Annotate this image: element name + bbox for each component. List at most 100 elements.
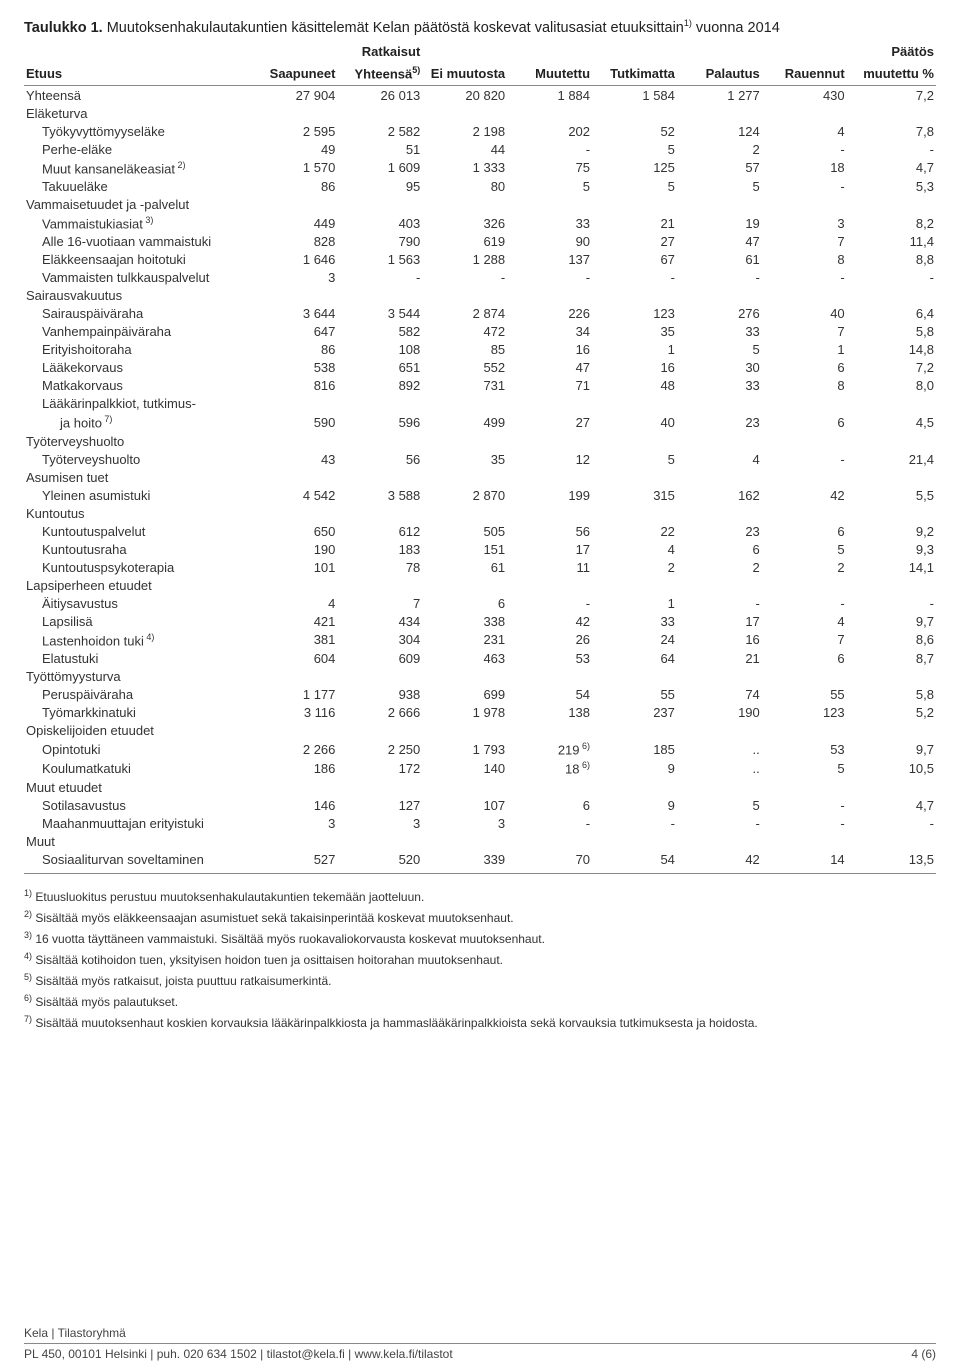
cell: 4 xyxy=(253,594,338,612)
cell: 42 xyxy=(677,850,762,873)
cell: 55 xyxy=(762,685,847,703)
cell: 21 xyxy=(592,213,677,232)
footnote: 3) 16 vuotta täyttäneen vammaistuki. Sis… xyxy=(24,930,936,947)
cell: 2 198 xyxy=(422,122,507,140)
row-label: Muut kansaneläkeasiat 2) xyxy=(24,158,253,177)
table-row: Opintotuki2 2662 2501 793219 6)185..539,… xyxy=(24,739,936,758)
cell: 6 xyxy=(762,359,847,377)
table-row: Työterveyshuolto xyxy=(24,432,936,450)
cell: 47 xyxy=(677,233,762,251)
footnote: 2) Sisältää myös eläkkeensaajan asumistu… xyxy=(24,909,936,926)
footer-org: Kela | Tilastoryhmä xyxy=(24,1326,936,1340)
cell: 699 xyxy=(422,685,507,703)
cell: 582 xyxy=(337,323,422,341)
cell: 647 xyxy=(253,323,338,341)
cell: 33 xyxy=(677,323,762,341)
table-row: Muut kansaneläkeasiat 2)1 5701 6091 3337… xyxy=(24,158,936,177)
table-row: Lastenhoidon tuki 4)38130423126241678,6 xyxy=(24,630,936,649)
cell: 938 xyxy=(337,685,422,703)
cell: 6 xyxy=(762,522,847,540)
cell: 13,5 xyxy=(847,850,936,873)
cell: 421 xyxy=(253,612,338,630)
table-wrapper: EtuusSaapuneetRatkaisutEi muutostaMuutet… xyxy=(24,42,936,874)
row-label: Lapsiperheen etuudet xyxy=(24,576,253,594)
row-label: Peruspäiväraha xyxy=(24,685,253,703)
cell: 44 xyxy=(422,140,507,158)
cell: - xyxy=(847,594,936,612)
cell: 5,8 xyxy=(847,323,936,341)
cell: 125 xyxy=(592,158,677,177)
cell: 1 884 xyxy=(507,86,592,105)
cell: 651 xyxy=(337,359,422,377)
cell: 57 xyxy=(677,158,762,177)
cell: 505 xyxy=(422,522,507,540)
cell: 9 xyxy=(592,759,677,778)
table-row: Perhe-eläke495144-52-- xyxy=(24,140,936,158)
row-label: Työkyvyttömyyseläke xyxy=(24,122,253,140)
table-row: Takuueläke869580555-5,3 xyxy=(24,177,936,195)
footer-contact-line: PL 450, 00101 Helsinki | puh. 020 634 15… xyxy=(24,1343,936,1361)
cell: 14 xyxy=(762,850,847,873)
cell: 123 xyxy=(592,305,677,323)
table-row: Matkakorvaus81689273171483388,0 xyxy=(24,377,936,395)
cell: 7 xyxy=(337,594,422,612)
table-row: Eläkkeensaajan hoitotuki1 6461 5631 2881… xyxy=(24,251,936,269)
cell: 21,4 xyxy=(847,450,936,468)
cell: 650 xyxy=(253,522,338,540)
cell: 61 xyxy=(422,558,507,576)
column-header: Saapuneet xyxy=(253,42,338,86)
cell: 162 xyxy=(677,486,762,504)
cell: 140 xyxy=(422,759,507,778)
footnote: 1) Etuusluokitus perustuu muutoksenhakul… xyxy=(24,888,936,905)
cell: 33 xyxy=(592,612,677,630)
cell: - xyxy=(507,269,592,287)
title-rest: Muutoksenhakulautakuntien käsittelemät K… xyxy=(103,20,684,36)
cell: 6 xyxy=(677,540,762,558)
cell: 2 870 xyxy=(422,486,507,504)
cell: 138 xyxy=(507,703,592,721)
row-label: Sairausvakuutus xyxy=(24,287,253,305)
row-label: Vammaistukiasiat 3) xyxy=(24,213,253,232)
row-label: Asumisen tuet xyxy=(24,468,253,486)
cell: 11,4 xyxy=(847,233,936,251)
table-row: Yleinen asumistuki4 5423 5882 8701993151… xyxy=(24,486,936,504)
cell: 604 xyxy=(253,649,338,667)
cell: 95 xyxy=(337,177,422,195)
cell: 2 266 xyxy=(253,739,338,758)
row-label: Eläketurva xyxy=(24,104,253,122)
cell: 124 xyxy=(677,122,762,140)
cell: 19 xyxy=(677,213,762,232)
cell: 590 xyxy=(253,413,338,432)
column-header: Etuus xyxy=(24,42,253,86)
cell: 8,0 xyxy=(847,377,936,395)
cell: 17 xyxy=(507,540,592,558)
cell: 35 xyxy=(422,450,507,468)
cell: 3 588 xyxy=(337,486,422,504)
row-label: Yhteensä xyxy=(24,86,253,105)
cell: 7 xyxy=(762,630,847,649)
cell: 1 793 xyxy=(422,739,507,758)
cell: 54 xyxy=(507,685,592,703)
cell: 5 xyxy=(677,177,762,195)
column-header: Palautus xyxy=(677,42,762,86)
cell: - xyxy=(762,140,847,158)
cell: - xyxy=(847,269,936,287)
cell: 816 xyxy=(253,377,338,395)
cell: 86 xyxy=(253,177,338,195)
cell: 619 xyxy=(422,233,507,251)
footnotes: 1) Etuusluokitus perustuu muutoksenhakul… xyxy=(24,884,936,1035)
cell: 23 xyxy=(677,522,762,540)
cell: 71 xyxy=(507,377,592,395)
cell: 27 xyxy=(592,233,677,251)
cell: 16 xyxy=(677,630,762,649)
table-row: Maahanmuuttajan erityistuki333----- xyxy=(24,814,936,832)
cell: 8 xyxy=(762,251,847,269)
table-row: Muut xyxy=(24,832,936,850)
row-label: Sairauspäiväraha xyxy=(24,305,253,323)
cell: 4 542 xyxy=(253,486,338,504)
row-label: Kuntoutuspalvelut xyxy=(24,522,253,540)
row-label: Perhe-eläke xyxy=(24,140,253,158)
cell: - xyxy=(762,269,847,287)
cell: 5 xyxy=(677,341,762,359)
cell: 172 xyxy=(337,759,422,778)
